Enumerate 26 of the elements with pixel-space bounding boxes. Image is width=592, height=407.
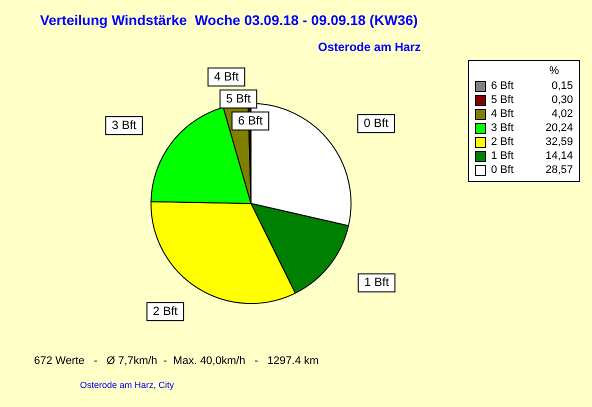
slice-label: 4 Bft	[214, 69, 240, 84]
text: Osterode am Harz, City	[80, 380, 174, 390]
data-label: 14,14	[544, 150, 573, 162]
slice-label: 6 Bft	[238, 113, 264, 128]
slice-label: 1 Bft	[364, 275, 390, 290]
chart-title: Verteilung Windstärke Woche 03.09.18 - 09.09.18 (KW36)	[40, 12, 418, 28]
legend-label: 5 Bft	[491, 94, 515, 106]
legend-label: 6 Bft	[491, 80, 515, 92]
data-label: 0,30	[550, 94, 573, 106]
data-label: 28,57	[544, 164, 573, 176]
legend-label: 4 Bft	[491, 108, 515, 120]
legend-label: 1 Bft	[491, 150, 515, 162]
chart-subtitle: Osterode am Harz	[318, 40, 421, 54]
slice-label: 0 Bft	[364, 116, 390, 130]
slice-label: 5 Bft	[226, 91, 252, 106]
data-label: 4,02	[550, 108, 573, 120]
data-label: 32,59	[544, 136, 573, 148]
slice-label: 3 Bft	[112, 118, 138, 132]
text: 672 Werte - Ø 7,7km/h - Max. 40,0km/h - 1297.4 km	[34, 355, 319, 367]
legend-title: %	[548, 65, 560, 77]
legend-label: 2 Bft	[491, 136, 515, 148]
legend-label: 3 Bft	[491, 122, 515, 134]
data-label: 20,24	[544, 122, 573, 134]
slice-label: 2 Bft	[152, 304, 178, 318]
legend-label: 0 Bft	[491, 164, 515, 176]
data-label: 0,15	[550, 80, 573, 92]
